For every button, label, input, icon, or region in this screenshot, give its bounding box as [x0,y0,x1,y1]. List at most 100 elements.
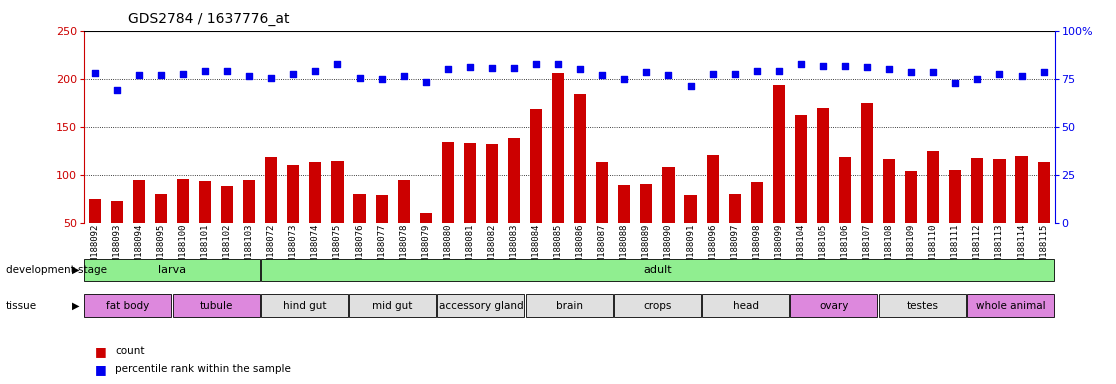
Point [615,76,633,82]
Point [129,72,147,78]
Bar [199,182,211,223]
Bar [397,180,410,223]
Point [725,71,743,77]
Text: ovary: ovary [819,301,848,311]
Bar [85,294,171,318]
Bar [261,258,1054,281]
Point [439,66,456,72]
Bar [442,142,454,223]
Text: ■: ■ [95,363,107,376]
Point [969,76,987,82]
Point [660,72,677,78]
Bar [729,194,741,223]
Point [704,71,722,77]
Bar [574,94,586,223]
Bar [1038,162,1050,223]
Point [527,61,545,68]
Text: ■: ■ [95,345,107,358]
Bar [173,294,260,318]
Point [549,61,567,68]
Bar [968,294,1054,318]
Bar [702,294,789,318]
Point [748,68,766,74]
Point [285,71,302,77]
Text: tubule: tubule [200,301,233,311]
Bar [88,199,100,223]
Bar [795,115,807,223]
Bar [817,108,829,223]
Bar [530,109,542,223]
Bar [883,159,895,223]
Point [240,73,258,79]
Bar [110,200,123,223]
Bar [772,86,785,223]
Text: brain: brain [556,301,583,311]
Text: head: head [733,301,759,311]
Bar [905,171,917,223]
Bar [508,138,520,223]
Point [416,79,434,85]
Bar [614,294,701,318]
Point [307,68,325,74]
Bar [706,155,719,223]
Point [946,79,964,86]
Point [902,69,920,75]
Point [881,66,898,72]
Text: hind gut: hind gut [282,301,326,311]
Point [196,68,214,74]
Bar [420,213,432,223]
Point [483,65,501,71]
Point [461,64,479,70]
Text: whole animal: whole animal [975,301,1046,311]
Point [836,63,854,70]
Bar [971,159,983,223]
Point [571,66,589,72]
Point [152,72,170,78]
Point [506,65,523,71]
Point [395,73,413,79]
Bar [287,165,299,223]
Point [350,74,368,81]
Bar [309,162,321,223]
Point [682,83,700,89]
Point [1035,69,1052,75]
Bar [266,157,278,223]
Point [858,64,876,70]
Text: fat body: fat body [106,301,150,311]
Bar [927,151,940,223]
Point [86,70,104,76]
Bar [641,184,653,223]
Text: accessory gland: accessory gland [439,301,523,311]
Bar [526,294,613,318]
Bar [839,157,852,223]
Bar [790,294,877,318]
Bar [331,161,344,223]
Bar [485,144,498,223]
Bar [349,294,436,318]
Bar [751,182,763,223]
Text: development stage: development stage [6,265,107,275]
Point [594,72,612,78]
Text: ▶: ▶ [71,265,79,275]
Bar [375,195,387,223]
Text: mid gut: mid gut [373,301,413,311]
Point [770,68,788,74]
Text: count: count [115,346,144,356]
Bar [243,180,256,223]
Point [373,76,391,82]
Bar [437,294,525,318]
Bar [133,180,145,223]
Point [262,74,280,81]
Point [792,61,810,68]
Point [1012,73,1030,79]
Point [924,69,942,75]
Point [637,69,655,75]
Bar [878,294,965,318]
Text: tissue: tissue [6,301,37,311]
Text: adult: adult [643,265,672,275]
Bar [177,179,189,223]
Bar [261,294,348,318]
Text: crops: crops [643,301,672,311]
Point [328,61,346,68]
Bar [684,195,696,223]
